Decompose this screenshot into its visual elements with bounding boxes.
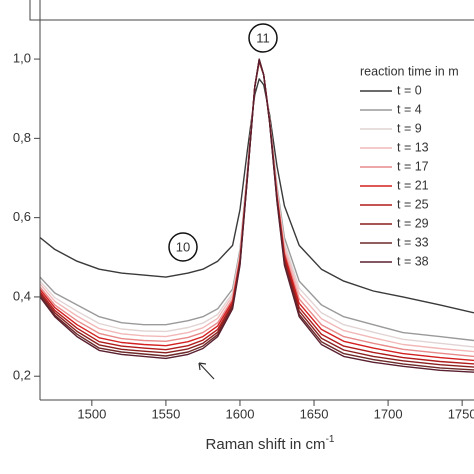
plot-lines xyxy=(40,58,474,373)
legend-title: reaction time in m xyxy=(360,64,459,78)
y-tick-label: 0,6 xyxy=(13,209,31,224)
x-tick-label: 1600 xyxy=(226,406,255,421)
legend-label: t = 4 xyxy=(397,102,422,116)
annotation-circle xyxy=(248,23,278,53)
legend-label: t = 25 xyxy=(397,197,429,211)
x-label: Raman shift in cm xyxy=(206,436,326,453)
annotation-circle xyxy=(168,232,198,262)
y-tick-label: 1,0 xyxy=(13,51,31,66)
series-line xyxy=(40,58,474,373)
y-tick-label: 0,8 xyxy=(13,130,31,145)
legend-label: t = 17 xyxy=(397,159,429,173)
arrow xyxy=(198,362,215,380)
legend-label: t = 0 xyxy=(397,83,422,97)
legend-label: t = 13 xyxy=(397,140,429,154)
x-label-sup: -1 xyxy=(326,434,335,445)
inset-frame xyxy=(29,0,474,21)
legend-label: t = 29 xyxy=(397,216,429,230)
x-axis-title: Raman shift in cm-1 xyxy=(206,434,335,453)
y-tick-label: 0,4 xyxy=(13,288,31,303)
x-tick-label: 1650 xyxy=(300,406,329,421)
legend-label: t = 21 xyxy=(397,178,429,192)
x-tick-label: 1700 xyxy=(374,406,403,421)
legend-label: t = 33 xyxy=(397,235,429,249)
x-tick-label: 1750 xyxy=(448,406,474,421)
x-tick-label: 1500 xyxy=(77,406,106,421)
annotation: 11 xyxy=(256,30,270,45)
legend-label: t = 9 xyxy=(397,121,422,135)
legend-label: t = 38 xyxy=(397,254,429,268)
y-tick-label: 0,2 xyxy=(13,368,31,383)
x-tick-label: 1550 xyxy=(151,406,180,421)
axes xyxy=(39,0,474,401)
annotation: 10 xyxy=(176,239,190,254)
